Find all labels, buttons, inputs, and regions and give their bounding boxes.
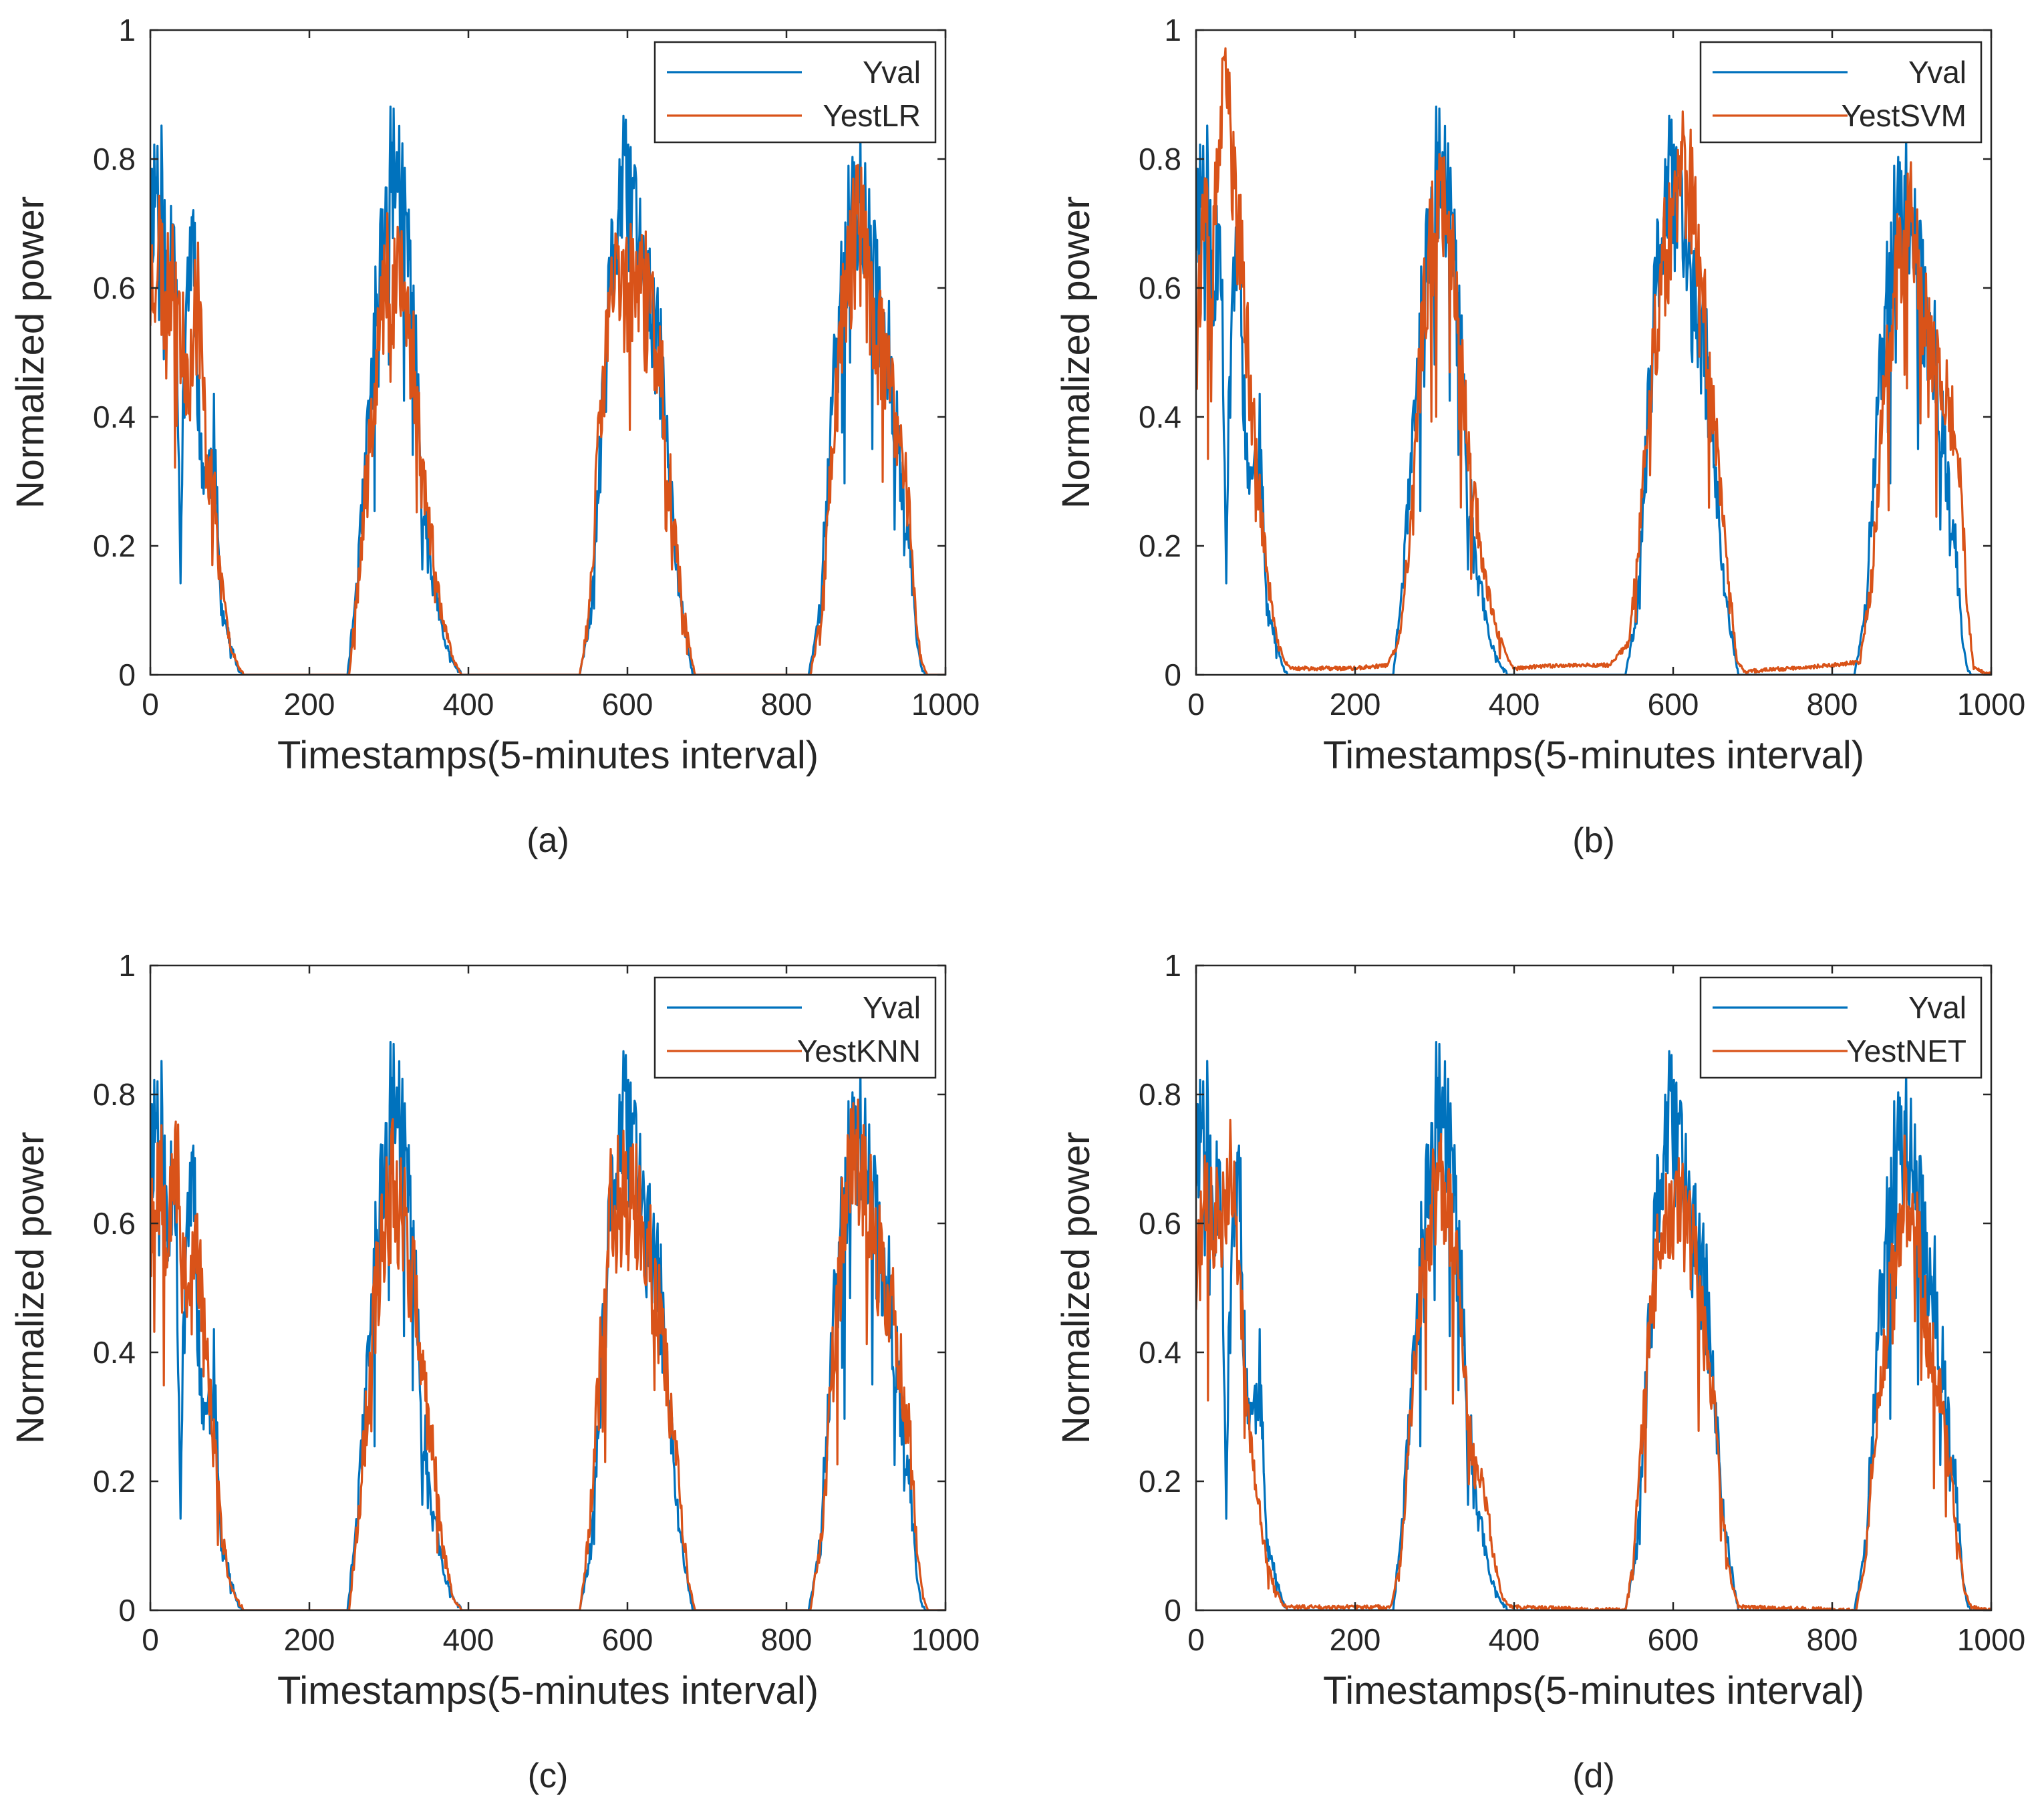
y-tick-label: 0.2 — [93, 1464, 136, 1499]
y-tick-label: 1 — [118, 948, 136, 983]
y-tick-label: 0.2 — [1139, 1464, 1181, 1499]
x-axis-label: Timestamps(5-minutes interval) — [277, 1669, 819, 1712]
x-tick-label: 400 — [443, 687, 494, 722]
y-tick-label: 0.6 — [1139, 271, 1181, 305]
x-tick-label: 400 — [1489, 1622, 1540, 1657]
legend-label-yval: Yval — [863, 55, 921, 90]
x-tick-label: 400 — [1489, 687, 1540, 722]
x-tick-label: 0 — [1187, 687, 1205, 722]
y-tick-label: 1 — [1164, 13, 1181, 47]
y-tick-label: 0.8 — [1139, 1077, 1181, 1112]
y-tick-label: 0.6 — [93, 1206, 136, 1241]
legend-box — [1699, 41, 1983, 144]
legend-label-yestlr: YestLR — [823, 98, 921, 133]
legend: Yval YestKNN — [653, 976, 937, 1079]
x-tick-label: 400 — [443, 1622, 494, 1657]
y-tick-label: 0.4 — [1139, 1335, 1181, 1370]
y-axis-label: Normalized power — [1054, 1132, 1098, 1444]
x-tick-label: 1000 — [911, 1622, 980, 1657]
panel-d: (d) 0 200 400 600 800 1000 0 0.2 0.4 0.6 0.8 1 Times… — [1054, 948, 2025, 1795]
y-axis-label: Normalized power — [9, 1132, 52, 1444]
axes-box-a — [149, 29, 947, 676]
panel-a-caption: (a) — [527, 821, 569, 860]
legend-label-yval: Yval — [863, 990, 921, 1025]
x-axis-label: Timestamps(5-minutes interval) — [277, 734, 819, 777]
x-tick-label: 0 — [142, 687, 159, 722]
x-tick-label: 0 — [142, 1622, 159, 1657]
legend-box — [653, 41, 937, 144]
x-tick-label: 200 — [1330, 1622, 1381, 1657]
y-tick-label: 0 — [1164, 657, 1181, 692]
axes-box-c — [149, 964, 947, 1612]
legend-box — [1699, 976, 1983, 1079]
y-tick-label: 0 — [118, 657, 136, 692]
x-axis-label: Timestamps(5-minutes interval) — [1323, 734, 1864, 777]
panel-b-caption: (b) — [1572, 821, 1615, 860]
x-tick-label: 200 — [284, 1622, 335, 1657]
legend-label-yestsvm: YestSVM — [1841, 98, 1966, 133]
series-line-yestsvm — [1196, 47, 1991, 675]
x-tick-label: 800 — [761, 1622, 813, 1657]
series-line-yestlr — [150, 164, 945, 675]
x-tick-label: 200 — [1330, 687, 1381, 722]
series-line-yestknn — [150, 1098, 945, 1610]
legend-label-yestnet: YestNET — [1846, 1034, 1966, 1068]
y-tick-label: 0.4 — [1139, 400, 1181, 434]
panel-c: (c) 0 200 400 600 800 1000 0 0.2 0.4 0.6 0.8 1 Times… — [9, 948, 980, 1795]
x-tick-label: 600 — [1648, 687, 1699, 722]
legend: Yval YestLR — [653, 41, 937, 144]
panel-a: (a) 0 200 400 600 800 1000 0 0.2 0.4 0.6 0.8 1 Times… — [9, 13, 980, 860]
series-line-yval — [1196, 106, 1991, 675]
x-tick-label: 1000 — [911, 687, 980, 722]
x-axis-label: Timestamps(5-minutes interval) — [1323, 1669, 1864, 1712]
y-tick-label: 0.4 — [93, 1335, 136, 1370]
x-tick-label: 600 — [602, 687, 653, 722]
x-tick-label: 600 — [602, 1622, 653, 1657]
panel-b: (b) 0 200 400 600 800 1000 0 0.2 0.4 0.6 0.8 1 Times… — [1054, 13, 2025, 860]
y-tick-label: 1 — [118, 13, 136, 47]
series-line-yestnet — [1196, 1118, 1991, 1610]
y-tick-label: 0.8 — [93, 142, 136, 176]
y-tick-label: 0.8 — [93, 1077, 136, 1112]
x-tick-label: 800 — [1807, 687, 1858, 722]
y-tick-label: 0.4 — [93, 400, 136, 434]
x-tick-label: 600 — [1648, 1622, 1699, 1657]
legend: Yval YestNET — [1699, 976, 1983, 1079]
y-tick-label: 0 — [118, 1593, 136, 1628]
y-axis-label: Normalized power — [9, 196, 52, 508]
legend: Yval YestSVM — [1699, 41, 1983, 144]
y-axis-label: Normalized power — [1054, 196, 1098, 508]
x-tick-label: 1000 — [1957, 687, 2025, 722]
panel-c-caption: (c) — [528, 1757, 569, 1795]
x-tick-label: 800 — [761, 687, 813, 722]
y-tick-label: 0.8 — [1139, 142, 1181, 176]
panel-d-caption: (d) — [1572, 1757, 1615, 1795]
x-tick-label: 0 — [1187, 1622, 1205, 1657]
y-tick-label: 0.2 — [1139, 529, 1181, 563]
y-tick-label: 0.6 — [93, 271, 136, 305]
x-tick-label: 200 — [284, 687, 335, 722]
y-tick-label: 0.2 — [93, 529, 136, 563]
x-tick-label: 1000 — [1957, 1622, 2025, 1657]
legend-label-yval: Yval — [1908, 990, 1966, 1025]
axes-box-b — [1195, 29, 1993, 676]
series-line-yval — [150, 106, 945, 675]
axes-box-d — [1195, 964, 1993, 1612]
series-line-yval — [1196, 1041, 1991, 1610]
legend-label-yval: Yval — [1908, 55, 1966, 90]
y-tick-label: 0.6 — [1139, 1206, 1181, 1241]
legend-label-yestknn: YestKNN — [797, 1034, 921, 1068]
y-tick-label: 1 — [1164, 948, 1181, 983]
y-tick-label: 0 — [1164, 1593, 1181, 1628]
x-tick-label: 800 — [1807, 1622, 1858, 1657]
legend-box — [653, 976, 937, 1079]
